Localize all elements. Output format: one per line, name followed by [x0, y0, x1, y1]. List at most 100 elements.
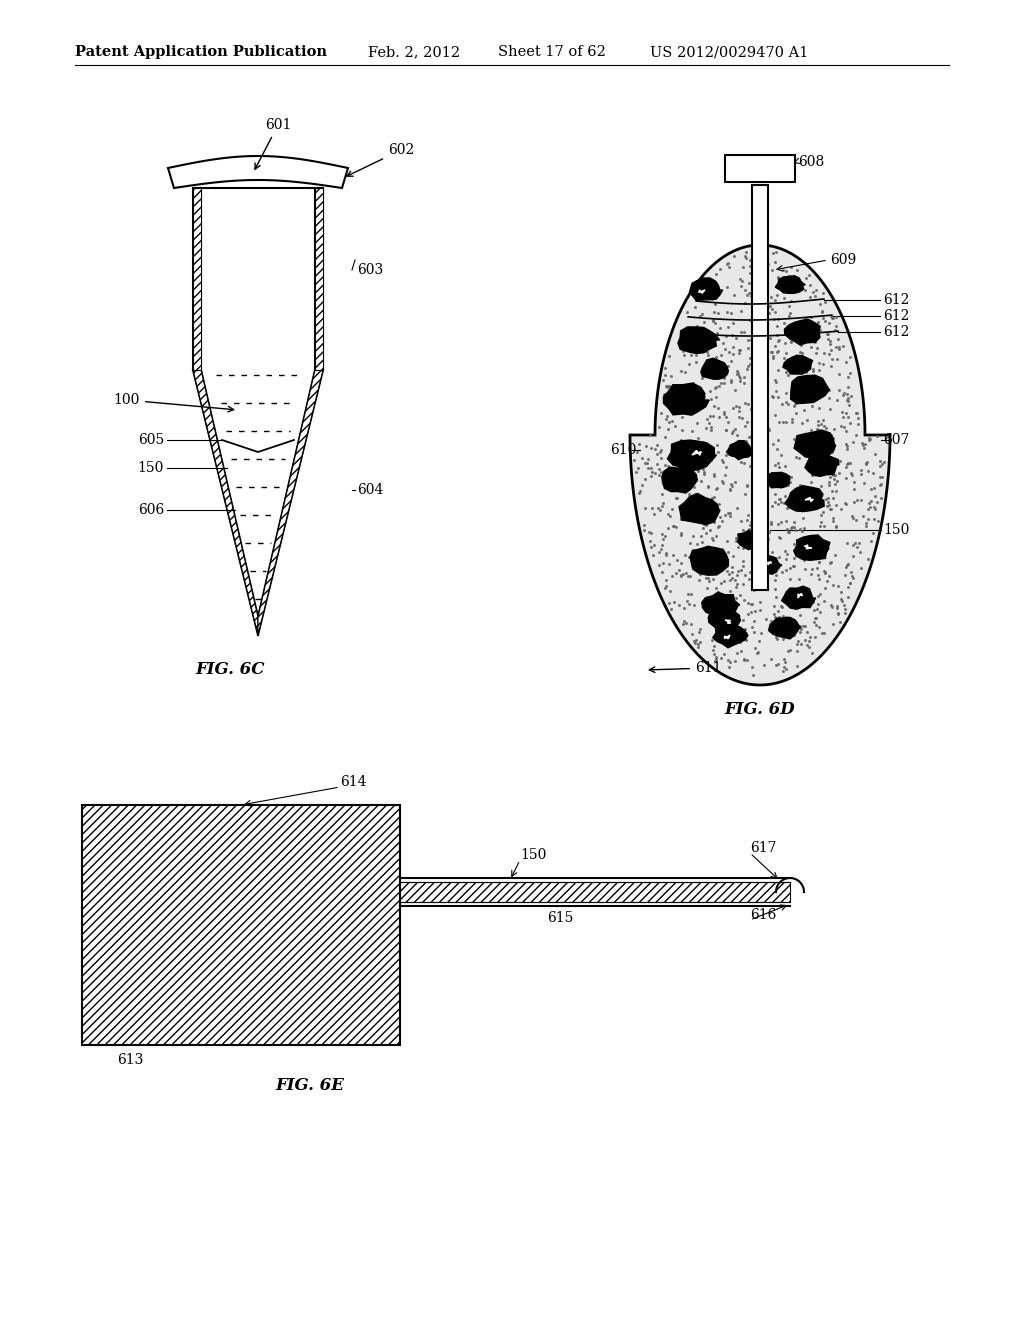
Point	[833, 414, 849, 436]
Point	[718, 457, 734, 478]
Point	[732, 585, 749, 606]
Point	[809, 325, 825, 346]
Point	[734, 627, 751, 648]
Point	[665, 545, 681, 566]
Point	[824, 480, 841, 502]
Point	[708, 347, 724, 368]
Point	[811, 550, 827, 572]
Point	[790, 591, 806, 612]
Polygon shape	[701, 593, 739, 618]
Point	[680, 508, 696, 529]
Point	[684, 525, 700, 546]
Point	[664, 498, 680, 519]
Point	[718, 615, 734, 636]
Point	[731, 407, 748, 428]
Point	[763, 342, 779, 363]
Point	[763, 648, 779, 669]
Point	[758, 454, 774, 475]
Point	[775, 656, 792, 677]
Point	[687, 297, 703, 318]
Point	[871, 455, 888, 477]
Point	[838, 467, 854, 488]
Point	[865, 477, 882, 498]
Point	[793, 545, 809, 566]
Point	[726, 602, 742, 623]
Point	[802, 286, 818, 308]
Point	[631, 433, 647, 454]
Text: 612: 612	[883, 293, 909, 308]
Point	[828, 348, 845, 370]
Point	[749, 257, 765, 279]
Point	[814, 300, 830, 321]
Point	[695, 517, 712, 539]
Point	[843, 562, 859, 583]
Point	[853, 459, 869, 480]
Point	[644, 462, 660, 483]
Point	[678, 562, 694, 583]
Point	[719, 253, 735, 275]
Point	[714, 595, 730, 616]
Point	[778, 606, 795, 627]
Point	[785, 533, 802, 554]
Point	[720, 411, 736, 432]
Point	[797, 384, 813, 405]
Point	[743, 370, 760, 391]
Point	[810, 411, 826, 432]
Point	[676, 436, 692, 457]
Point	[808, 325, 824, 346]
Point	[811, 583, 827, 605]
Point	[721, 257, 737, 279]
Point	[816, 623, 833, 644]
Point	[699, 450, 716, 471]
Text: 601: 601	[255, 117, 291, 169]
Point	[751, 532, 767, 553]
Point	[830, 339, 847, 360]
Point	[759, 339, 775, 360]
Point	[770, 653, 786, 675]
Point	[705, 569, 721, 590]
Point	[805, 360, 821, 381]
Point	[788, 260, 805, 281]
Point	[662, 506, 678, 527]
Point	[840, 576, 856, 597]
Point	[865, 496, 882, 517]
Point	[823, 594, 840, 615]
Point	[736, 416, 753, 437]
Point	[759, 579, 775, 601]
Point	[824, 308, 841, 329]
Point	[686, 483, 702, 504]
Text: US 2012/0029470 A1: US 2012/0029470 A1	[650, 45, 808, 59]
Point	[684, 554, 700, 576]
Bar	[400, 882, 790, 902]
Point	[687, 444, 703, 465]
Point	[750, 438, 766, 459]
Point	[800, 622, 816, 643]
Point	[751, 304, 767, 325]
Point	[640, 449, 656, 470]
Point	[815, 308, 831, 329]
Point	[780, 521, 797, 543]
Point	[873, 467, 890, 488]
Point	[838, 403, 854, 424]
Point	[840, 407, 856, 428]
Point	[770, 412, 786, 433]
Point	[685, 594, 701, 615]
Point	[797, 532, 813, 553]
Polygon shape	[727, 441, 752, 459]
Point	[753, 260, 769, 281]
Point	[721, 564, 737, 585]
Point	[867, 499, 884, 520]
Point	[724, 445, 740, 466]
Point	[708, 647, 724, 668]
Point	[750, 399, 766, 420]
Point	[737, 618, 754, 639]
Point	[763, 298, 779, 319]
Point	[868, 491, 885, 512]
Point	[790, 371, 806, 392]
Point	[743, 305, 760, 326]
Point	[700, 413, 717, 434]
Point	[824, 428, 841, 449]
Point	[720, 541, 736, 562]
Point	[753, 498, 769, 519]
Point	[656, 454, 673, 475]
